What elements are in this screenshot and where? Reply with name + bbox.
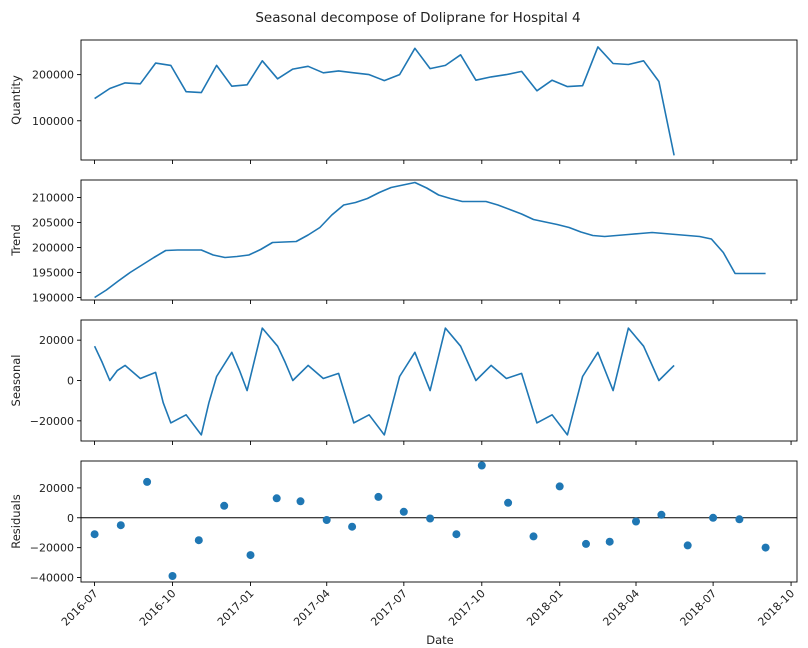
residual-point [322, 516, 331, 524]
axes-frame [80, 460, 798, 583]
residual-point [605, 537, 614, 546]
residual-point [374, 492, 383, 501]
residual-point [683, 541, 692, 550]
y-tick-label: 195000 [32, 267, 74, 280]
panel-seasonal: −20000 0 20000 Seasonal [9, 319, 798, 445]
axes-frame [80, 179, 798, 301]
residual-point [529, 532, 538, 541]
residual-point [272, 494, 281, 503]
trend-series-line [94, 181, 766, 299]
residual-point [452, 530, 461, 539]
quantity-series-line [94, 46, 675, 156]
y-tick-label: 20000 [39, 482, 74, 495]
y-tick-label: 190000 [32, 292, 74, 305]
residual-point [426, 514, 435, 523]
residual-point [582, 539, 590, 548]
y-tick-label: 0 [67, 375, 74, 388]
seasonal-series-line [93, 327, 675, 436]
residual-point [555, 482, 564, 491]
residual-point [348, 522, 357, 531]
figure-title: Seasonal decompose of Doliprane for Hosp… [255, 10, 580, 26]
y-axis-label: Seasonal [9, 355, 23, 407]
y-tick-label: 0 [67, 512, 74, 525]
y-tick-label: 100000 [32, 115, 74, 128]
panel-quantity: 100000 200000 Quantity [9, 39, 798, 164]
y-axis-label: Residuals [9, 494, 23, 549]
y-tick-label: 205000 [32, 217, 74, 230]
residual-point [709, 513, 718, 522]
residual-point [657, 510, 666, 519]
y-axis-label: Trend [9, 224, 23, 256]
y-tick-label: 20000 [39, 334, 74, 347]
axes-frame [80, 39, 798, 161]
y-tick-label: −20000 [30, 542, 74, 555]
x-axis-label: Date [426, 633, 454, 647]
residual-point [90, 530, 99, 539]
y-tick-label: −40000 [30, 572, 74, 585]
residual-point [735, 515, 744, 524]
residual-point [246, 551, 255, 560]
residual-point [168, 572, 177, 580]
residual-point [296, 497, 305, 506]
residual-point [504, 498, 513, 507]
y-tick-label: 210000 [32, 192, 74, 205]
residual-point [399, 507, 408, 516]
residual-point [143, 477, 152, 486]
residual-point [761, 543, 770, 552]
residual-point [477, 461, 486, 470]
panel-trend: 190000 195000 200000 205000 210000 Trend [9, 179, 798, 305]
residual-point [220, 501, 229, 510]
residual-point [116, 521, 125, 530]
y-tick-label: 200000 [32, 69, 74, 82]
residual-point [194, 536, 203, 545]
y-tick-label: −20000 [30, 415, 74, 428]
y-tick-label: 200000 [32, 242, 74, 255]
residual-point [632, 517, 640, 526]
y-axis-label: Quantity [9, 75, 23, 125]
